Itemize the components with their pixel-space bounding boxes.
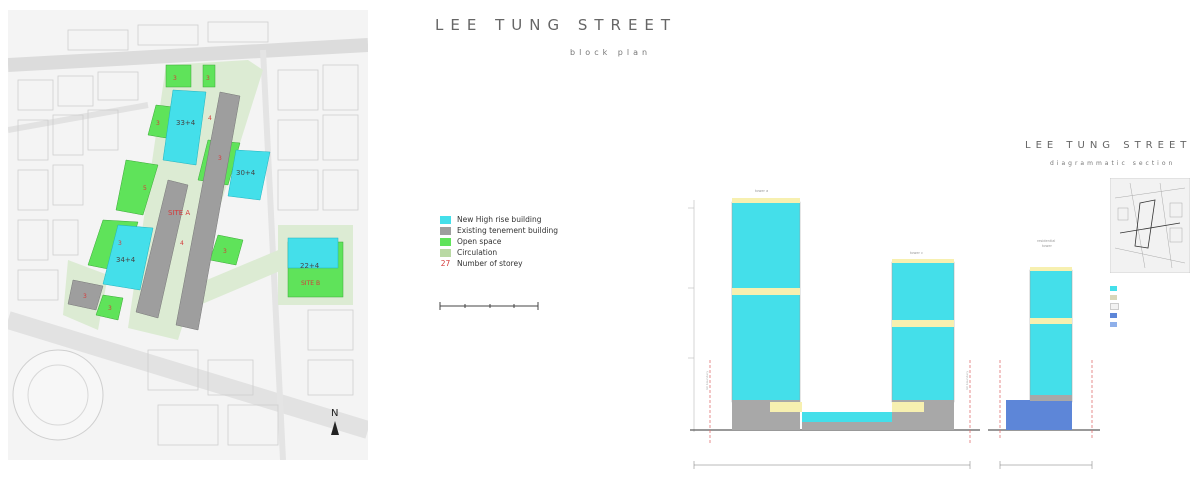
legend: New High rise building Existing tenement…	[440, 214, 558, 269]
legend-swatch	[1110, 313, 1117, 318]
north-label: N	[331, 408, 338, 419]
page-title: LEE TUNG STREET	[435, 16, 678, 34]
svg-text:lot boundary: lot boundary	[965, 371, 969, 390]
legend-item: New High rise building	[440, 214, 558, 225]
refuge-floor	[1030, 318, 1072, 324]
legend-label: Open space	[457, 237, 502, 246]
link-base	[802, 422, 892, 430]
tower-a-label: 33+4	[176, 119, 196, 127]
tower-a-section	[731, 201, 801, 403]
legend-swatch	[1110, 295, 1117, 300]
tower-d-label: 22+4	[300, 262, 320, 270]
legend-swatch	[440, 215, 451, 224]
section-diagram: lot boundary lot boundary tower a tower …	[688, 189, 1100, 469]
legend-item: Existing tenement building	[440, 225, 558, 236]
svg-text:3: 3	[83, 293, 87, 300]
svg-text:3: 3	[156, 120, 160, 127]
legend-label: Number of storey	[457, 259, 523, 268]
legend-swatch	[1110, 286, 1117, 291]
svg-text:residential: residential	[1037, 239, 1055, 243]
legend-swatch	[440, 237, 451, 246]
section-legend-item	[1110, 302, 1124, 311]
tower-c-label: 34+4	[116, 256, 136, 264]
north-arrow-icon	[331, 421, 339, 435]
legend-label: New High rise building	[457, 215, 542, 224]
site-b-label: SITE B	[301, 280, 320, 287]
svg-text:3: 3	[108, 305, 112, 312]
svg-text:tower a: tower a	[755, 189, 768, 193]
refuge-floor	[732, 288, 800, 295]
site-plan-map: 3 3 3 5 3 3 3 4 4 3 3 33+4 30+4 34+4 22+4 SIT…	[8, 10, 368, 460]
legend-swatch	[1110, 303, 1119, 310]
section-legend-item	[1110, 293, 1124, 302]
svg-text:tower: tower	[1042, 244, 1053, 248]
carpark-podium	[1006, 400, 1072, 430]
legend-swatch	[440, 226, 451, 235]
roof-slab	[1030, 267, 1072, 271]
legend-item: Circulation	[440, 247, 558, 258]
svg-text:tower c: tower c	[910, 251, 923, 255]
legend-item: 27 Number of storey	[440, 258, 558, 269]
legend-label: Existing tenement building	[457, 226, 559, 235]
svg-text:3: 3	[223, 248, 227, 255]
svg-text:3: 3	[206, 75, 210, 82]
section-legend-item	[1110, 311, 1124, 320]
legend-swatch	[1110, 322, 1117, 327]
page-subtitle: block plan	[570, 48, 652, 57]
key-plan	[1110, 178, 1190, 273]
legend-label: Circulation	[457, 248, 498, 257]
svg-text:5: 5	[143, 185, 147, 192]
svg-text:4: 4	[208, 115, 212, 122]
legend-swatch	[440, 248, 451, 257]
storey-symbol: 27	[440, 259, 451, 268]
transfer-slab	[1030, 395, 1072, 401]
svg-text:3: 3	[173, 75, 177, 82]
roof-slab	[732, 198, 800, 203]
scale-bar	[439, 302, 539, 310]
tower-b-section	[891, 261, 955, 403]
tower-c-section	[1029, 269, 1073, 403]
svg-text:3: 3	[118, 240, 122, 247]
section-legend	[1110, 284, 1124, 329]
section-legend-item	[1110, 320, 1124, 329]
section-subtitle: diagrammatic section	[1050, 160, 1176, 167]
podium-deck	[892, 402, 924, 412]
site-a-label: SITE A	[168, 209, 190, 217]
link-block	[802, 412, 892, 422]
svg-text:lot boundary: lot boundary	[705, 371, 709, 390]
svg-text:3: 3	[218, 155, 222, 162]
svg-text:4: 4	[180, 240, 184, 247]
podium-deck	[770, 402, 802, 412]
roof-slab	[892, 259, 954, 263]
legend-item: Open space	[440, 236, 558, 247]
tower-b-label: 30+4	[236, 169, 256, 177]
refuge-floor	[892, 320, 954, 327]
section-legend-item	[1110, 284, 1124, 293]
section-title: LEE TUNG STREET	[1025, 140, 1192, 151]
